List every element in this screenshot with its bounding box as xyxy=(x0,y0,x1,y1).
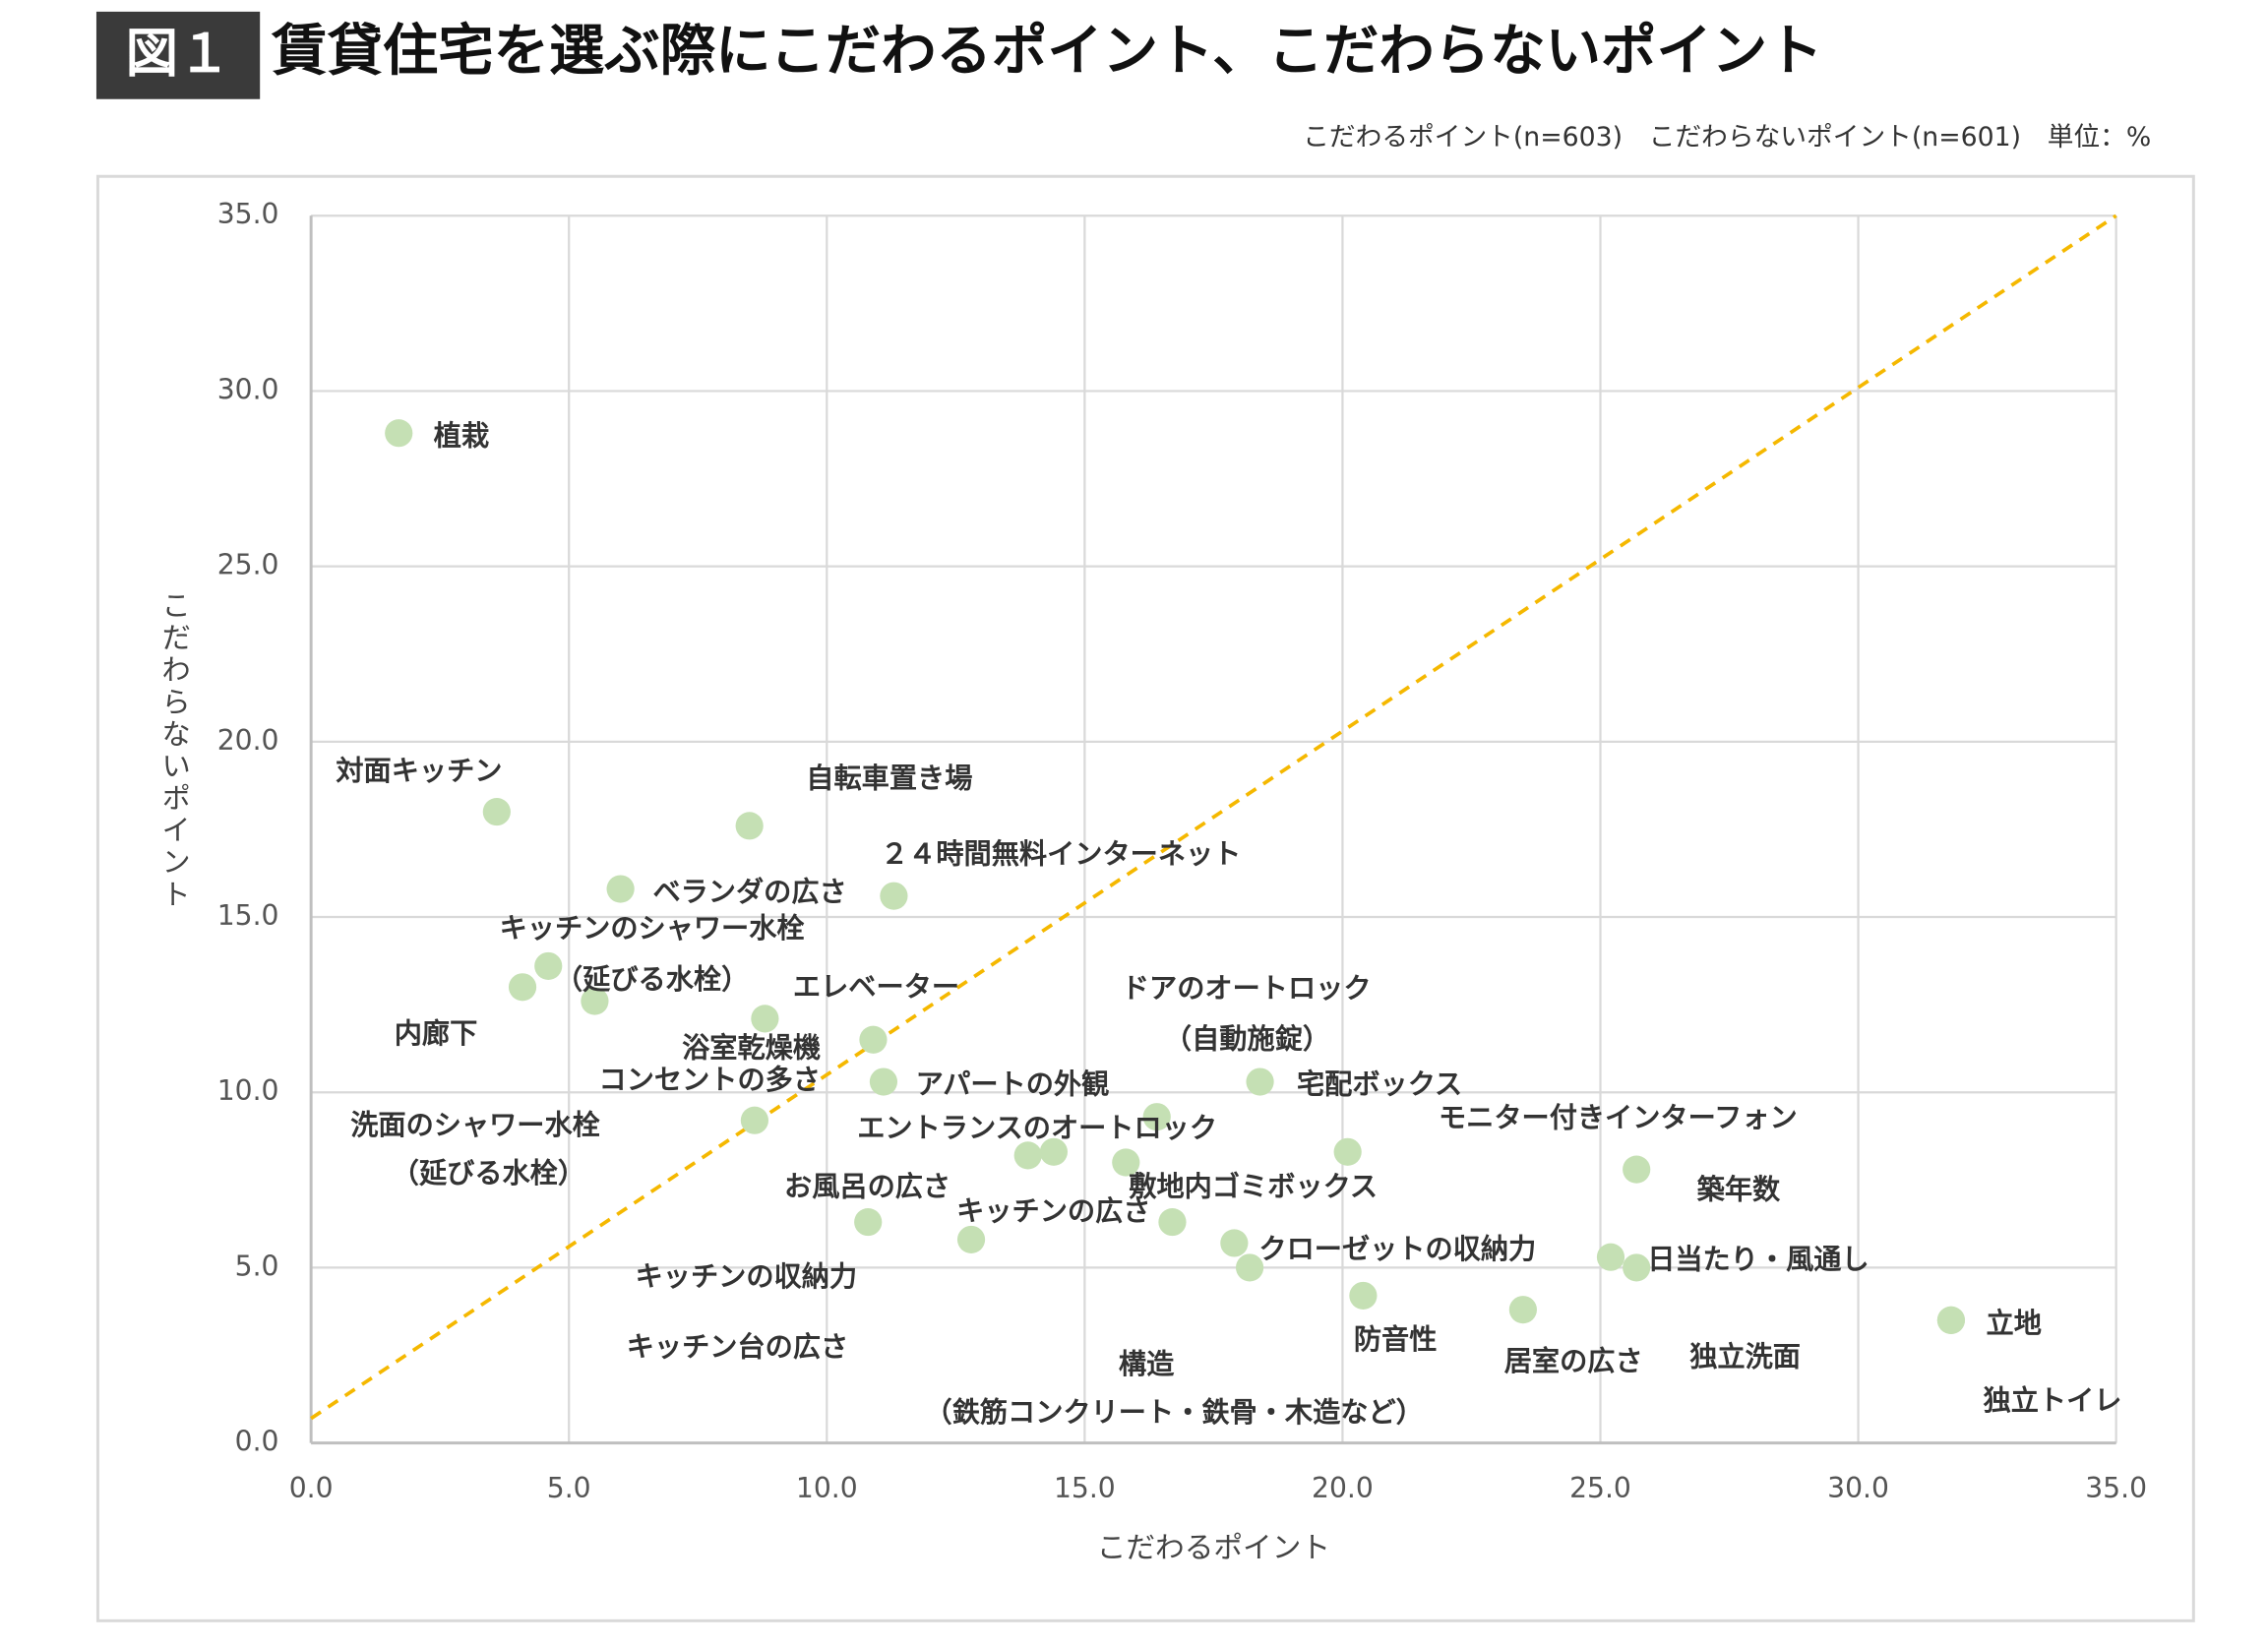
point xyxy=(880,882,908,910)
chart-title: 賃貸住宅を選ぶ際にこだわるポイント、こだわらないポイント xyxy=(271,19,1822,83)
point xyxy=(1142,1103,1171,1131)
point xyxy=(1349,1281,1378,1310)
point xyxy=(1623,1253,1651,1282)
point xyxy=(1333,1137,1362,1166)
point-label-line: （自動施錠） xyxy=(1164,1023,1330,1056)
point xyxy=(956,1225,986,1253)
point xyxy=(482,798,511,826)
x-tick-label: 25.0 xyxy=(1569,1472,1631,1504)
point xyxy=(735,812,764,840)
point-label: コンセントの多さ xyxy=(599,1064,821,1096)
y-axis-label: こだわらないポイント xyxy=(157,590,192,911)
point-label: 築年数 xyxy=(1696,1173,1781,1205)
point-label: 敷地内ゴミボックス xyxy=(1129,1170,1378,1202)
point-label-line: （鉄筋コンクリート・鉄骨・木造など） xyxy=(925,1396,1424,1429)
point xyxy=(1235,1253,1264,1282)
point xyxy=(606,875,635,903)
point-label-line: 構造 xyxy=(1119,1348,1175,1380)
point xyxy=(1246,1068,1274,1096)
figure-label: 図１ xyxy=(126,22,231,84)
point-label: 自転車置き場 xyxy=(806,762,972,795)
point-label: キッチン台の広さ xyxy=(627,1330,848,1363)
point-label: モニター付きインターフォン xyxy=(1439,1102,1798,1134)
y-tick-label: 0.0 xyxy=(235,1426,279,1458)
point-label: ドアのオートロック （自動施錠） xyxy=(1122,972,1372,1056)
point-label: ２４時間無料インターネット xyxy=(881,838,1241,871)
point-label: 浴室乾燥機 xyxy=(682,1032,821,1065)
point xyxy=(1112,1148,1140,1177)
y-tick-label: 30.0 xyxy=(217,373,279,405)
point-label: アパートの外観 xyxy=(916,1068,1110,1101)
point-label: ベランダの広さ xyxy=(652,876,846,908)
y-tick-label: 25.0 xyxy=(217,549,279,581)
point xyxy=(740,1106,769,1134)
x-axis-label: こだわるポイント xyxy=(1097,1530,1330,1564)
point-label: 対面キッチン xyxy=(336,755,502,787)
x-tick-label: 0.0 xyxy=(289,1472,334,1504)
point xyxy=(869,1068,898,1096)
point xyxy=(1508,1296,1537,1324)
point xyxy=(1220,1229,1249,1257)
point xyxy=(1039,1137,1069,1166)
point-label: 居室の広さ xyxy=(1504,1345,1643,1377)
point-label: 立地 xyxy=(1987,1308,2042,1340)
figure-label-box xyxy=(95,11,261,99)
x-tick-label: 10.0 xyxy=(796,1472,858,1504)
point-label: キッチンの広さ xyxy=(956,1195,1150,1228)
y-tick-label: 20.0 xyxy=(217,724,279,757)
point-label-line: （延びる水栓） xyxy=(392,1157,585,1190)
point-label: 内廊下 xyxy=(395,1017,478,1050)
point-label: エントランスのオートロック xyxy=(857,1112,1217,1144)
point-label: 宅配ボックス xyxy=(1297,1068,1462,1101)
point-label: キッチンの収納力 xyxy=(636,1260,857,1293)
point-label: 洗面のシャワー水栓 （延びる水栓） xyxy=(350,1109,600,1190)
point xyxy=(1596,1243,1625,1271)
chart-frame xyxy=(95,174,2195,1622)
reference-line xyxy=(310,214,2117,1421)
point xyxy=(859,1025,888,1054)
point-label: 日当たり・風通し xyxy=(1647,1243,1869,1275)
y-tick-label: 35.0 xyxy=(217,198,279,230)
point-label: 構造 （鉄筋コンクリート・鉄骨・木造など） xyxy=(925,1348,1424,1429)
point xyxy=(581,987,609,1015)
y-tick-label: 15.0 xyxy=(217,899,279,932)
x-tick-label: 5.0 xyxy=(547,1472,591,1504)
point-label: お風呂の広さ xyxy=(784,1170,950,1202)
x-tick-label: 20.0 xyxy=(1312,1472,1374,1504)
point xyxy=(751,1005,779,1033)
point-label: 防音性 xyxy=(1354,1323,1438,1356)
point-label: キッチンのシャワー水栓 （延びる水栓） xyxy=(500,912,805,996)
point-label-line: 洗面のシャワー水栓 xyxy=(350,1109,600,1141)
point-label: エレベーター xyxy=(793,970,959,1003)
y-tick-label: 10.0 xyxy=(217,1074,279,1107)
point xyxy=(1013,1141,1042,1170)
point-label-line: キッチンのシャワー水栓 xyxy=(500,912,805,945)
point xyxy=(1623,1155,1651,1184)
x-tick-label: 35.0 xyxy=(2085,1472,2147,1504)
point-label: 独立トイレ xyxy=(1984,1384,2122,1417)
point xyxy=(1158,1208,1187,1237)
point-label: 独立洗面 xyxy=(1689,1341,1801,1373)
point-label-line: ドアのオートロック xyxy=(1122,972,1372,1005)
point xyxy=(385,419,413,448)
point-label: クローゼットの収納力 xyxy=(1258,1233,1536,1265)
x-tick-label: 30.0 xyxy=(1827,1472,1889,1504)
subtitle: こだわるポイント(n=603) こだわらないポイント(n=601) 単位：% xyxy=(1303,122,2151,152)
x-tick-label: 15.0 xyxy=(1054,1472,1116,1504)
point-label-line: （延びる水栓） xyxy=(555,963,749,996)
point xyxy=(534,951,563,980)
y-tick-label: 5.0 xyxy=(235,1250,279,1282)
point-label: 植栽 xyxy=(434,419,489,452)
point xyxy=(854,1208,883,1237)
point xyxy=(508,973,537,1002)
point xyxy=(1936,1306,1966,1334)
